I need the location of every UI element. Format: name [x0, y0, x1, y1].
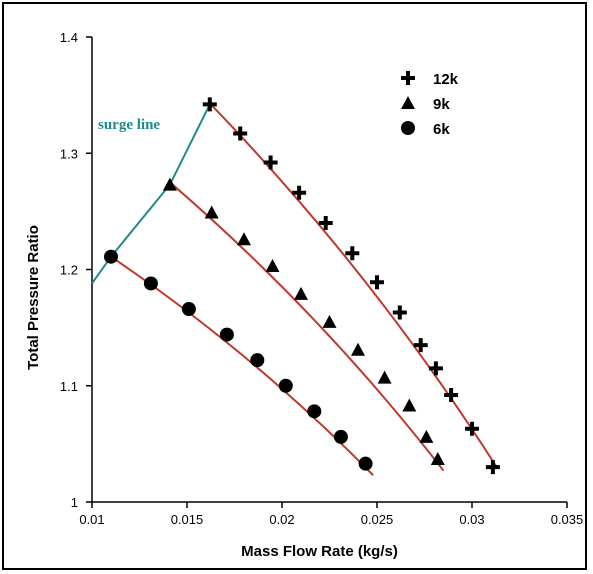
- data-point-12k: [233, 126, 248, 141]
- data-point-6k: [143, 276, 158, 291]
- y-axis-label: Total Pressure Ratio: [25, 225, 42, 370]
- data-point-12k: [345, 246, 360, 261]
- y-ticks: 1 1.1 1.2 1.3 1.4: [60, 30, 92, 510]
- y-tick-label: 1: [71, 495, 78, 510]
- data-point-9k: [265, 259, 280, 273]
- legend-label-6k: 6k: [433, 121, 450, 138]
- x-tick-label: 0.025: [361, 512, 394, 527]
- data-point-9k: [322, 314, 337, 328]
- data-point-6k: [181, 302, 196, 317]
- data-point-9k: [162, 177, 177, 191]
- data-point-9k: [294, 286, 308, 300]
- data-point-9k: [351, 342, 365, 356]
- legend-label-9k: 9k: [433, 96, 450, 113]
- data-point-12k: [292, 185, 307, 200]
- surge-line: [91, 103, 211, 285]
- data-point-12k: [465, 421, 479, 436]
- surge-line-group: surge line: [91, 103, 211, 285]
- x-tick-label: 0.02: [269, 512, 294, 527]
- x-tick-label: 0.03: [459, 512, 484, 527]
- data-point-9k: [237, 232, 251, 246]
- x-axis-label: Mass Flow Rate (kg/s): [241, 543, 398, 560]
- y-tick-label: 1.3: [60, 146, 78, 161]
- x-tick-label: 0.035: [551, 512, 584, 527]
- legend-marker-6k: [401, 121, 415, 135]
- y-tick-label: 1.2: [60, 263, 78, 278]
- legend-marker-9k: [401, 96, 415, 109]
- data-point-6k: [278, 378, 293, 393]
- series-9k: [162, 177, 445, 465]
- fit-curve-12k: [209, 102, 498, 468]
- data-point-12k: [202, 97, 217, 112]
- data-point-12k: [318, 216, 333, 230]
- data-point-12k: [485, 460, 500, 475]
- data-point-6k: [358, 456, 373, 471]
- data-point-12k: [370, 275, 384, 290]
- data-point-12k: [444, 388, 459, 403]
- data-point-6k: [333, 429, 348, 444]
- data-point-12k: [428, 361, 443, 376]
- data-point-9k: [419, 429, 434, 443]
- fit-curves: [110, 102, 498, 476]
- legend-marker-12k: [401, 71, 415, 85]
- data-markers: [104, 97, 500, 475]
- data-point-12k: [413, 338, 428, 353]
- series-12k: [202, 97, 500, 475]
- x-tick-label: 0.015: [171, 512, 204, 527]
- data-point-6k: [104, 249, 118, 264]
- axes: 0.01 0.015 0.02 0.025 0.03 0.035 1 1.1 1.2 1.3 1.…: [25, 30, 583, 560]
- legend-label-12k: 12k: [433, 71, 459, 88]
- fit-curve-9k: [169, 181, 445, 472]
- chart-frame: [2, 2, 587, 570]
- data-point-9k: [204, 205, 219, 219]
- x-ticks: 0.01 0.015 0.02 0.025 0.03 0.035: [79, 502, 583, 527]
- data-point-9k: [430, 451, 445, 465]
- data-point-12k: [263, 155, 278, 170]
- data-point-6k: [219, 327, 234, 342]
- data-point-6k: [250, 353, 265, 368]
- data-point-12k: [392, 305, 407, 320]
- legend: 12k 9k 6k: [401, 71, 459, 138]
- x-tick-label: 0.01: [79, 512, 104, 527]
- data-point-6k: [307, 404, 322, 419]
- data-point-9k: [402, 398, 417, 412]
- data-point-9k: [377, 370, 392, 384]
- y-tick-label: 1.4: [60, 30, 78, 45]
- series-6k: [104, 249, 373, 471]
- surge-line-label: surge line: [98, 117, 160, 133]
- y-tick-label: 1.1: [60, 379, 78, 394]
